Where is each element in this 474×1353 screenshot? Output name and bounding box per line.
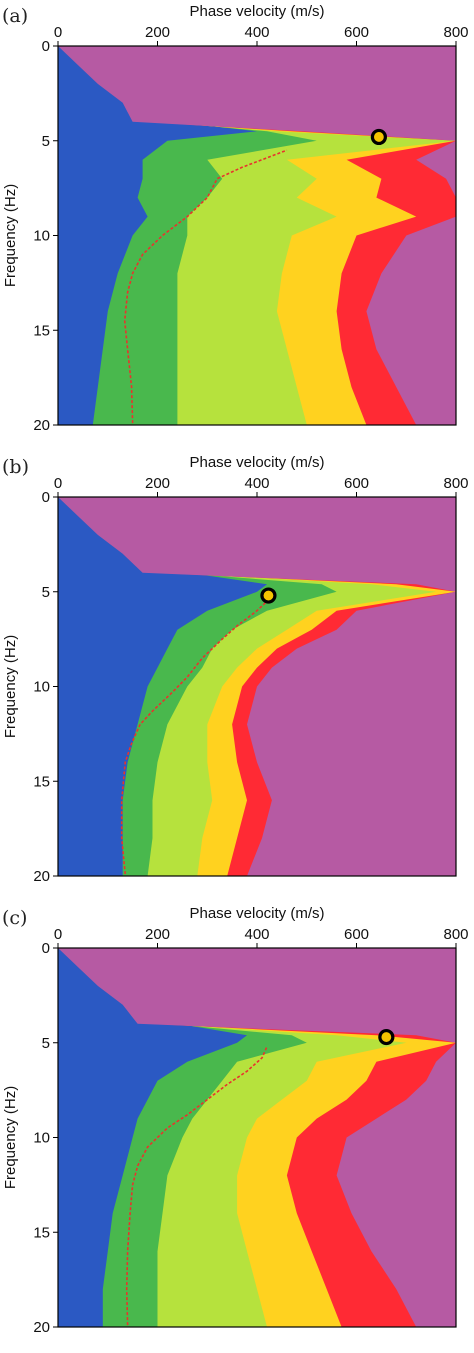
heatmap-layer-5 [58, 497, 456, 876]
pick-marker [378, 1028, 395, 1046]
y-tick-label: 20 [33, 1319, 50, 1336]
x-axis-title: Phase velocity (m/s) [189, 3, 324, 20]
pick-marker [260, 587, 277, 604]
y-tick-label: 0 [42, 940, 50, 957]
y-tick-label: 10 [33, 679, 50, 696]
y-tick-label: 5 [42, 133, 50, 150]
x-tick-label: 600 [344, 24, 369, 41]
x-tick-label: 0 [54, 24, 62, 41]
x-tick-label: 800 [443, 926, 468, 943]
heatmap-layer-4 [58, 948, 456, 1327]
x-tick-label: 200 [145, 926, 170, 943]
pick-marker [370, 128, 387, 146]
y-tick-label: 15 [33, 322, 50, 339]
y-tick-label: 10 [33, 1130, 50, 1147]
y-tick-label: 15 [33, 1224, 50, 1241]
heatmap-layer-4 [58, 46, 456, 425]
x-tick-label: 800 [443, 24, 468, 41]
x-tick-label: 400 [244, 24, 269, 41]
heatmap-layer-5 [58, 46, 456, 425]
y-tick-label: 5 [42, 584, 50, 601]
x-tick-label: 400 [244, 926, 269, 943]
heatmap-area [58, 497, 456, 876]
panel-label: (a) [2, 5, 28, 27]
y-tick-label: 20 [33, 417, 50, 434]
y-tick-label: 0 [42, 489, 50, 506]
y-tick-label: 0 [42, 38, 50, 55]
panel-c: (c) Phase velocity (m/s) Frequency (Hz) 0 20… [2, 905, 469, 1336]
y-tick-label: 5 [42, 1035, 50, 1052]
x-tick-label: 200 [145, 475, 170, 492]
x-axis-title: Phase velocity (m/s) [189, 454, 324, 471]
y-axis-title: Frequency (Hz) [2, 635, 19, 738]
x-tick-label: 600 [344, 475, 369, 492]
x-tick-label: 600 [344, 926, 369, 943]
x-tick-label: 800 [443, 475, 468, 492]
panel-a: (a) Phase velocity (m/s) Frequency (Hz) 0 20… [2, 3, 469, 434]
panel-label: (c) [2, 907, 27, 929]
panel-b: (b) Phase velocity (m/s) Frequency (Hz) 0 20… [2, 454, 469, 885]
dispersion-curve [120, 600, 268, 875]
x-tick-label: 200 [145, 24, 170, 41]
y-axis-title: Frequency (Hz) [2, 1086, 19, 1189]
x-axis-title: Phase velocity (m/s) [189, 905, 324, 922]
panel-label: (b) [2, 456, 29, 478]
dispersion-curve [123, 149, 288, 424]
y-tick-label: 10 [33, 228, 50, 245]
y-tick-label: 20 [33, 868, 50, 885]
y-axis-title: Frequency (Hz) [2, 184, 19, 287]
y-tick-label: 15 [33, 773, 50, 790]
heatmap-area [58, 46, 456, 425]
x-tick-label: 0 [54, 475, 62, 492]
dispersion-curve [125, 1046, 268, 1326]
heatmap-area [58, 948, 456, 1327]
x-tick-label: 0 [54, 926, 62, 943]
x-tick-label: 400 [244, 475, 269, 492]
